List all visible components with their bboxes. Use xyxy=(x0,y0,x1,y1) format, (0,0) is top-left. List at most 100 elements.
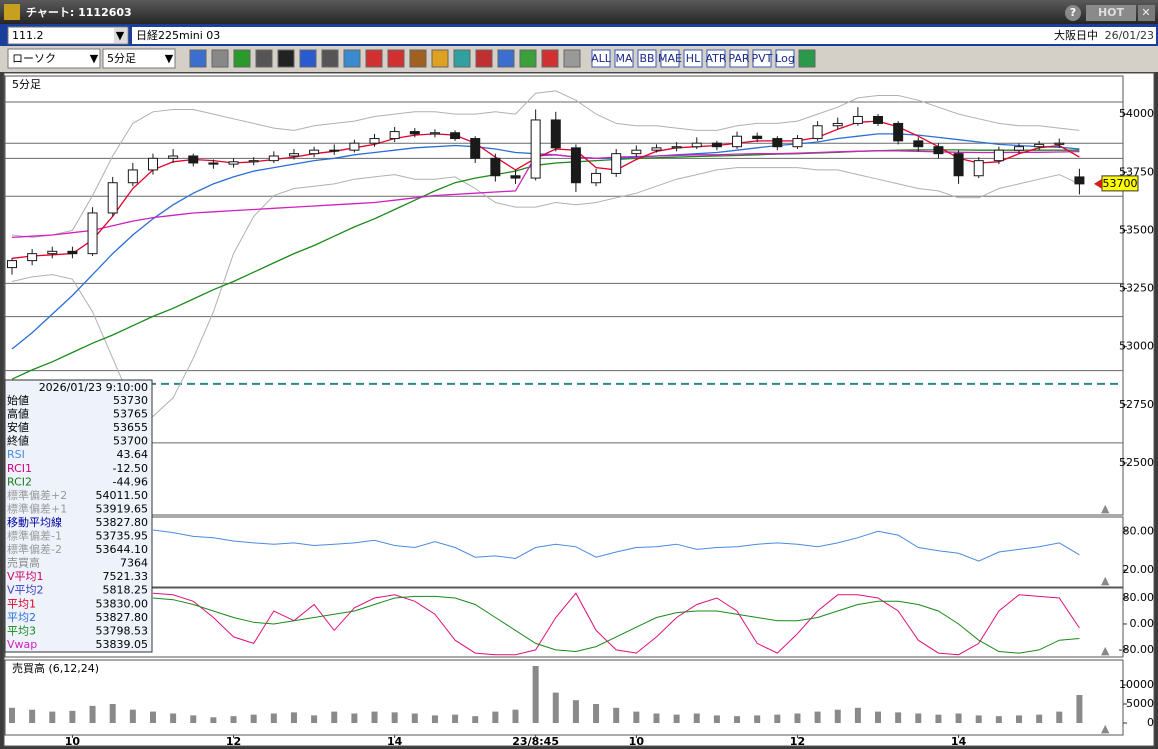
volume-bar xyxy=(89,705,96,723)
y-tick-label: 5000 xyxy=(1126,697,1154,710)
tool-button[interactable] xyxy=(660,49,680,68)
y-tick-label: 80.00 xyxy=(1123,524,1155,537)
tool-icon[interactable] xyxy=(497,49,515,68)
tool-button-label: BB xyxy=(639,52,654,65)
close-button[interactable] xyxy=(1138,5,1155,21)
tool-icon[interactable] xyxy=(299,49,317,68)
last-price-label: 53700 xyxy=(1103,177,1138,190)
candle-body xyxy=(1074,176,1085,185)
candle-body xyxy=(127,169,138,184)
volume-bar xyxy=(895,712,902,723)
volume-bar xyxy=(1016,715,1022,723)
tool-icon[interactable] xyxy=(189,49,207,68)
volume-bar xyxy=(109,703,116,723)
info-value: -12.50 xyxy=(113,462,148,475)
candle-body xyxy=(933,146,944,155)
volume-bar xyxy=(49,711,56,723)
series-line xyxy=(152,529,1080,562)
volume-bar xyxy=(512,709,519,723)
tool-icon[interactable] xyxy=(321,49,339,68)
volume-bar xyxy=(774,714,781,723)
info-label: 終値 xyxy=(7,434,29,448)
candle-body xyxy=(832,122,843,127)
tool-button[interactable] xyxy=(775,49,795,68)
candle-body xyxy=(711,142,722,148)
tool-button[interactable] xyxy=(706,49,726,68)
code-text: 111.2 xyxy=(12,29,44,42)
tool-button[interactable] xyxy=(729,49,749,68)
panel-title: 売買高 (6,12,24) xyxy=(12,661,99,675)
info-value: -44.96 xyxy=(113,475,148,488)
tool-icon[interactable] xyxy=(798,49,816,68)
tool-icon[interactable] xyxy=(233,49,251,68)
volume-bar xyxy=(492,711,499,723)
y-tick-label: 20.00 xyxy=(1123,563,1155,576)
y-tick-label: 53000 xyxy=(1119,340,1154,353)
info-label: 標準偏差+1 xyxy=(7,501,67,515)
candle-body xyxy=(631,149,642,155)
volume-bar xyxy=(149,711,156,723)
info-label: 高値 xyxy=(7,407,29,421)
info-label: 平均3 xyxy=(7,624,36,637)
tool-icon[interactable] xyxy=(563,49,581,68)
info-label: RCI1 xyxy=(7,462,32,475)
tool-icon[interactable] xyxy=(343,49,361,68)
help-button[interactable] xyxy=(1065,5,1081,21)
candle-body xyxy=(1054,142,1065,145)
volume-bar xyxy=(854,707,861,723)
hot-button[interactable] xyxy=(1086,5,1136,21)
y-tick-label: 52500 xyxy=(1119,456,1154,469)
series-line xyxy=(152,592,1080,656)
tool-icon[interactable] xyxy=(387,49,405,68)
volume-bar xyxy=(190,715,197,723)
tool-icon[interactable] xyxy=(541,49,559,68)
candle-body xyxy=(973,160,984,177)
tool-icon[interactable] xyxy=(453,49,471,68)
tool-icon[interactable] xyxy=(277,49,295,68)
info-label: 標準偏差+2 xyxy=(7,488,67,502)
tool-icon[interactable] xyxy=(431,49,449,68)
kind-select[interactable] xyxy=(7,48,101,69)
tool-button[interactable] xyxy=(614,49,634,68)
candle-body xyxy=(852,115,863,124)
tool-icon[interactable] xyxy=(519,49,537,68)
volume-bar xyxy=(391,712,398,723)
volume-bar xyxy=(593,703,600,723)
tool-icon[interactable] xyxy=(365,49,383,68)
tool-button[interactable] xyxy=(637,49,657,68)
tool-button[interactable] xyxy=(591,49,611,68)
volume-bar xyxy=(814,711,821,723)
info-value: 53839.05 xyxy=(96,638,149,651)
volume-bar xyxy=(995,716,1002,723)
tool-icon[interactable] xyxy=(409,49,427,68)
interval-text: 5分足 xyxy=(107,52,136,65)
tool-button[interactable] xyxy=(683,49,703,68)
candle-body xyxy=(873,115,884,124)
candle-body xyxy=(309,149,320,155)
info-value: 53827.80 xyxy=(96,516,149,529)
volume-bar xyxy=(371,711,378,723)
volume-bar xyxy=(572,700,579,723)
panel-frame xyxy=(4,659,1124,736)
code-input[interactable] xyxy=(7,26,129,45)
candle-body xyxy=(490,157,501,177)
tool-icon[interactable] xyxy=(475,49,493,68)
volume-bar xyxy=(472,716,479,723)
code-dropdown[interactable] xyxy=(114,28,127,43)
tool-button[interactable] xyxy=(752,49,772,68)
info-value: 53830.00 xyxy=(96,597,149,610)
candle-body xyxy=(913,140,924,148)
candle-body xyxy=(611,153,622,174)
tool-icon[interactable] xyxy=(255,49,273,68)
y-tick-label: 53750 xyxy=(1119,165,1154,178)
candle-body xyxy=(550,119,561,149)
tool-button-label: HL xyxy=(686,52,701,65)
instrument-field xyxy=(132,27,1156,44)
volume-bar xyxy=(1076,695,1083,723)
interval-select[interactable] xyxy=(102,48,176,69)
info-label: 標準偏差-2 xyxy=(7,542,62,556)
volume-bar xyxy=(875,711,882,723)
panel-corner: ▲ xyxy=(1101,722,1110,735)
tool-icon[interactable] xyxy=(211,49,229,68)
